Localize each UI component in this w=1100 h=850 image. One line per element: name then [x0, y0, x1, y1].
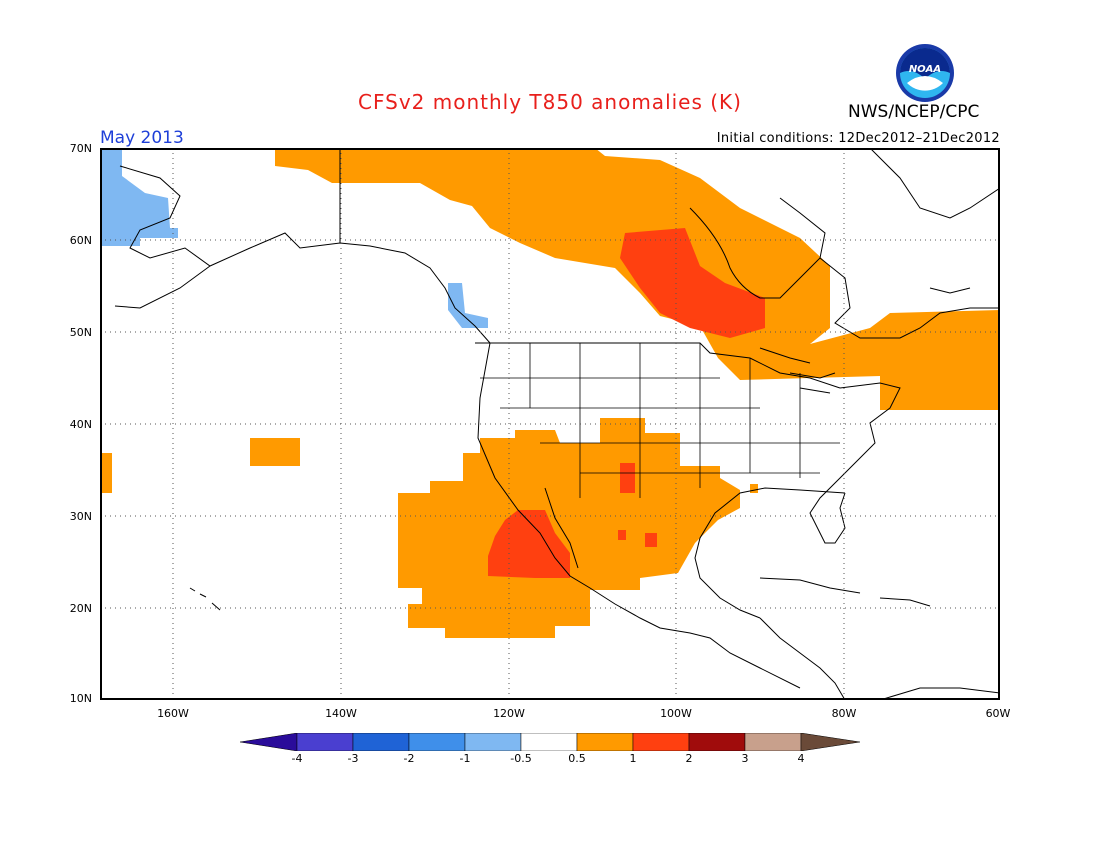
colorbar-label: -1 [459, 752, 471, 765]
lat-tick: 60N [69, 234, 92, 247]
colorbar-segment [632, 733, 690, 751]
colorbar-segment [520, 733, 578, 751]
state-borders [480, 343, 840, 498]
colorbar-segment [352, 733, 410, 751]
lat-tick: 40N [69, 418, 92, 431]
lon-tick: 80W [831, 707, 857, 720]
colorbar-label: 2 [685, 752, 693, 765]
map-frame [100, 148, 1000, 700]
colorbar-segment [408, 733, 466, 751]
colorbar-label: -2 [403, 752, 415, 765]
colorbar-segment [240, 733, 298, 751]
noaa-logo-icon: NOAA [896, 44, 954, 102]
lat-tick: 30N [69, 510, 92, 523]
colorbar-segment [296, 733, 354, 751]
lon-tick: 100W [660, 707, 692, 720]
colorbar-label: 0.5 [568, 752, 586, 765]
lat-tick: 50N [69, 326, 92, 339]
colorbar-label: -3 [347, 752, 359, 765]
map-grid [100, 148, 1000, 700]
colorbar [240, 733, 861, 751]
initial-conditions: Initial conditions: 12Dec2012–21Dec2012 [716, 131, 1000, 146]
logo-text: NOAA [909, 64, 941, 75]
colorbar-label: -4 [291, 752, 303, 765]
agency-label: NWS/NCEP/CPC [848, 102, 980, 122]
colorbar-segment [464, 733, 522, 751]
colorbar-segment [800, 733, 861, 751]
lat-tick: 10N [69, 692, 92, 705]
lon-tick: 120W [493, 707, 525, 720]
lat-tick: 20N [69, 602, 92, 615]
lon-tick: 60W [985, 707, 1011, 720]
lon-tick: 140W [325, 707, 357, 720]
colorbar-segment [688, 733, 746, 751]
forecast-month: May 2013 [100, 128, 184, 148]
colorbar-label: 4 [797, 752, 805, 765]
colorbar-segment [744, 733, 802, 751]
anomaly-map [100, 148, 1000, 700]
lon-tick: 160W [157, 707, 189, 720]
colorbar-label: 3 [741, 752, 749, 765]
colorbar-label: 1 [629, 752, 637, 765]
coastlines [114, 148, 1000, 700]
cool-anomaly [100, 148, 488, 328]
colorbar-label: -0.5 [510, 752, 532, 765]
map-title: CFSv2 monthly T850 anomalies (K) [358, 90, 742, 114]
colorbar-segment [576, 733, 634, 751]
warm-anomaly-1-2 [488, 228, 765, 578]
lat-tick: 70N [69, 142, 92, 155]
